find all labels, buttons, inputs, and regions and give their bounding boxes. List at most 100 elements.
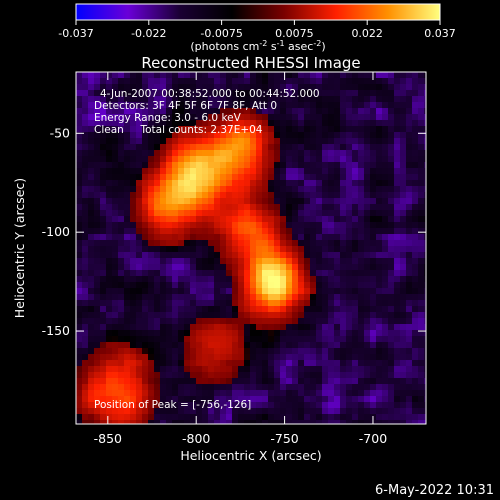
- heatmap-cell: [256, 204, 263, 211]
- heatmap-cell: [250, 348, 257, 355]
- heatmap-cell: [334, 192, 341, 199]
- heatmap-cell: [226, 96, 233, 103]
- heatmap-cell: [310, 258, 317, 265]
- heatmap-cell: [286, 318, 293, 325]
- heatmap-cell: [394, 204, 401, 211]
- heatmap-cell: [412, 342, 419, 349]
- heatmap-cell: [304, 390, 311, 397]
- heatmap-cell: [292, 210, 299, 217]
- heatmap-cell: [124, 288, 131, 295]
- heatmap-cell: [202, 246, 209, 253]
- heatmap-cell: [166, 294, 173, 301]
- heatmap-cell: [280, 318, 287, 325]
- heatmap-cell: [352, 354, 359, 361]
- heatmap-cell: [280, 216, 287, 223]
- heatmap-cell: [220, 294, 227, 301]
- heatmap-cell: [238, 390, 245, 397]
- heatmap-cell: [322, 294, 329, 301]
- heatmap-cell: [76, 192, 83, 199]
- heatmap-cell: [214, 150, 221, 157]
- heatmap-cell: [244, 402, 251, 409]
- heatmap-cell: [76, 420, 83, 424]
- heatmap-cell: [274, 138, 281, 145]
- heatmap-cell: [394, 324, 401, 331]
- heatmap-cell: [400, 402, 407, 409]
- heatmap-cell: [358, 300, 365, 307]
- heatmap-cell: [280, 168, 287, 175]
- heatmap-cell: [256, 318, 263, 325]
- heatmap-cell: [136, 300, 143, 307]
- heatmap-cell: [226, 240, 233, 247]
- heatmap-cell: [124, 276, 131, 283]
- heatmap-cell: [292, 408, 299, 415]
- heatmap-cell: [382, 306, 389, 313]
- heatmap-cell: [280, 114, 287, 121]
- heatmap-cell: [112, 264, 119, 271]
- heatmap-cell: [280, 108, 287, 115]
- heatmap-cell: [142, 384, 149, 391]
- heatmap-cell: [400, 276, 407, 283]
- heatmap-cell: [424, 384, 426, 391]
- heatmap-cell: [304, 312, 311, 319]
- heatmap-cell: [328, 114, 335, 121]
- heatmap-cell: [358, 336, 365, 343]
- heatmap-cell: [262, 210, 269, 217]
- heatmap-cell: [316, 366, 323, 373]
- heatmap-cell: [274, 90, 281, 97]
- heatmap-cell: [400, 258, 407, 265]
- heatmap-cell: [280, 348, 287, 355]
- heatmap-cell: [406, 78, 413, 85]
- heatmap-cell: [154, 348, 161, 355]
- heatmap-cell: [178, 108, 185, 115]
- heatmap-cell: [190, 162, 197, 169]
- heatmap-cell: [346, 336, 353, 343]
- heatmap-cell: [130, 378, 137, 385]
- heatmap-cell: [100, 192, 107, 199]
- heatmap-cell: [358, 192, 365, 199]
- heatmap-cell: [142, 270, 149, 277]
- heatmap-cell: [124, 138, 131, 145]
- heatmap-cell: [424, 324, 426, 331]
- heatmap-cell: [76, 264, 83, 271]
- heatmap-cell: [160, 180, 167, 187]
- heatmap-cell: [262, 144, 269, 151]
- heatmap-cell: [184, 360, 191, 367]
- heatmap-cell: [268, 258, 275, 265]
- heatmap-cell: [202, 84, 209, 91]
- heatmap-cell: [250, 402, 257, 409]
- heatmap-cell: [172, 84, 179, 91]
- heatmap-cell: [328, 300, 335, 307]
- heatmap-cell: [184, 240, 191, 247]
- heatmap-cell: [124, 318, 131, 325]
- heatmap-cell: [358, 144, 365, 151]
- heatmap-cell: [220, 162, 227, 169]
- heatmap-cell: [316, 174, 323, 181]
- heatmap-cell: [292, 336, 299, 343]
- heatmap-cell: [334, 348, 341, 355]
- heatmap-cell: [292, 222, 299, 229]
- heatmap-cell: [304, 198, 311, 205]
- heatmap-cell: [340, 396, 347, 403]
- heatmap-cell: [238, 366, 245, 373]
- heatmap-cell: [406, 216, 413, 223]
- heatmap-cell: [154, 228, 161, 235]
- heatmap-cell: [100, 384, 107, 391]
- heatmap-cell: [106, 96, 113, 103]
- heatmap-cell: [196, 234, 203, 241]
- heatmap-cell: [250, 240, 257, 247]
- heatmap-cell: [178, 204, 185, 211]
- heatmap-cell: [160, 222, 167, 229]
- heatmap-cell: [238, 288, 245, 295]
- heatmap-cell: [262, 102, 269, 109]
- heatmap-cell: [100, 366, 107, 373]
- heatmap-cell: [124, 324, 131, 331]
- heatmap-cell: [406, 336, 413, 343]
- heatmap-cell: [328, 192, 335, 199]
- heatmap-cell: [94, 300, 101, 307]
- heatmap-cell: [316, 102, 323, 109]
- heatmap-cell: [226, 396, 233, 403]
- heatmap-cell: [208, 216, 215, 223]
- heatmap-cell: [76, 222, 83, 229]
- heatmap-cell: [112, 282, 119, 289]
- heatmap-cell: [130, 312, 137, 319]
